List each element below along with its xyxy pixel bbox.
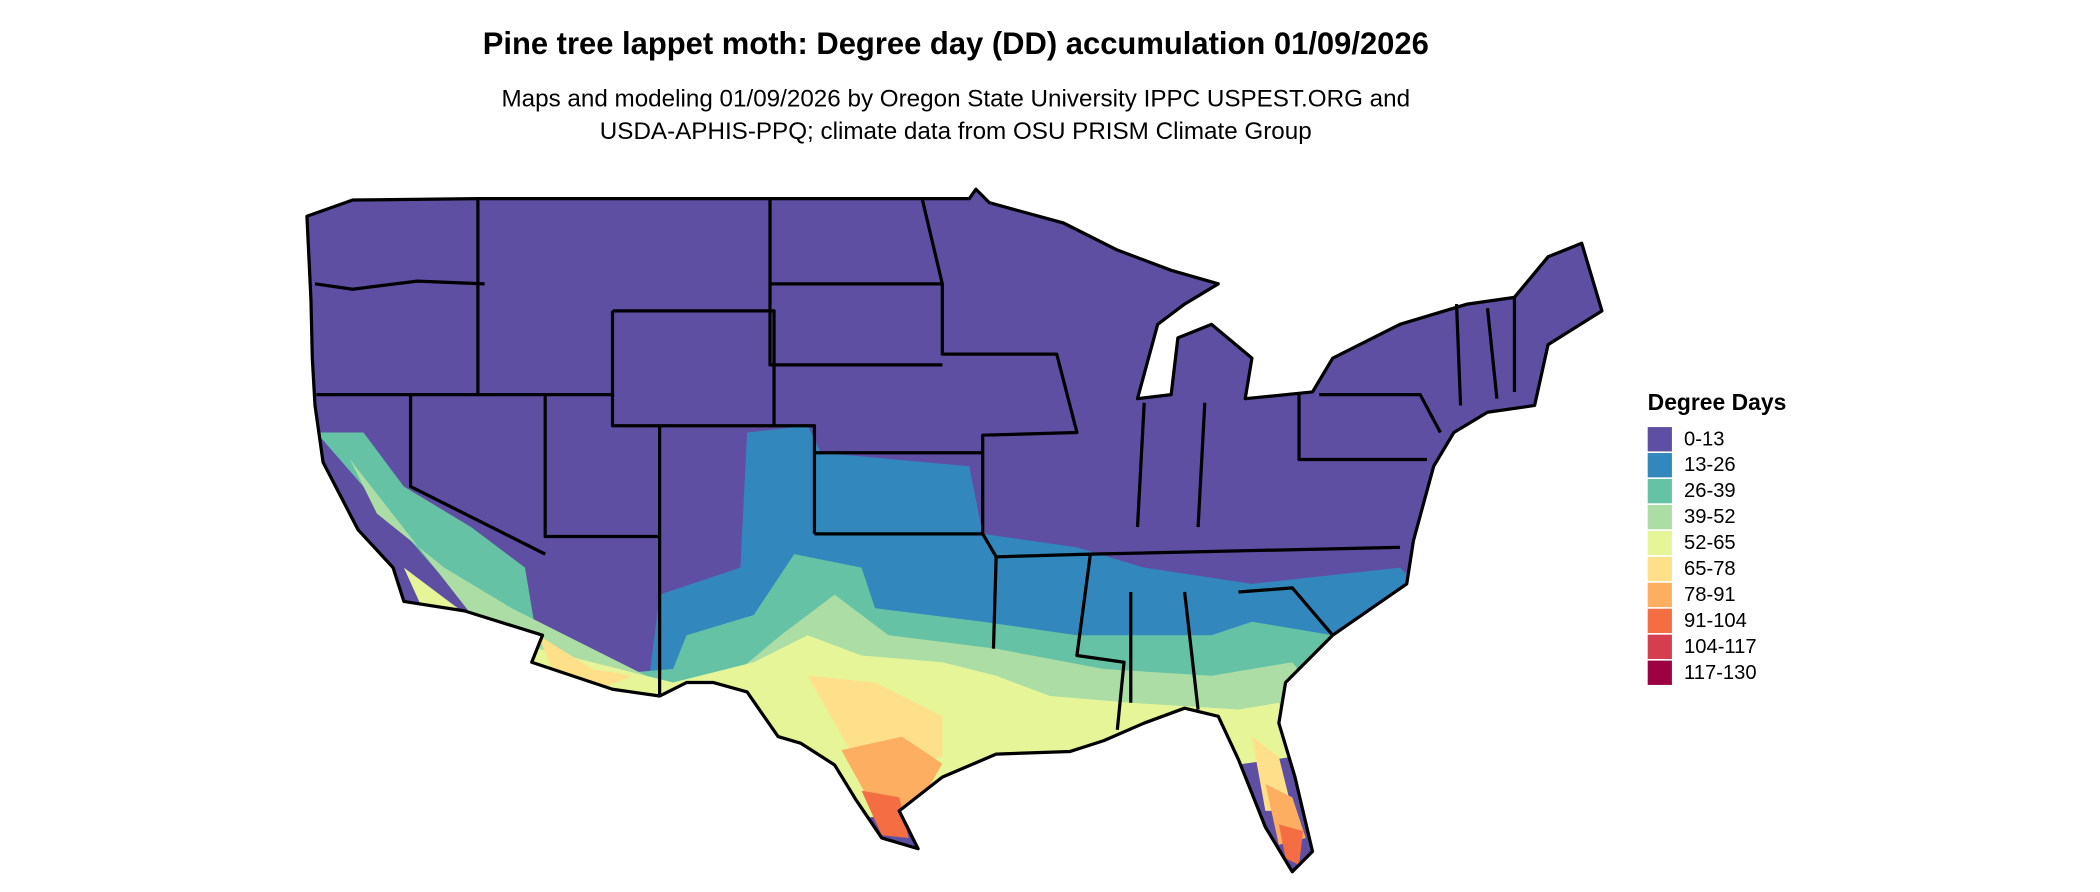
- subtitle: USDA-APHIS-PPQ; climate data from OSU PR…: [600, 118, 1312, 145]
- legend-label: 13-26: [1684, 454, 1736, 476]
- subtitle: Maps and modeling 01/09/2026 by Oregon S…: [501, 85, 1410, 112]
- map-title: Pine tree lappet moth: Degree day (DD) a…: [483, 26, 1429, 61]
- map-region: [841, 736, 1306, 845]
- legend-swatch: [1647, 556, 1672, 582]
- legend-label: 78-91: [1684, 584, 1736, 606]
- legend-title: Degree Days: [1648, 389, 1787, 415]
- legend-swatch: [1647, 608, 1672, 634]
- legend-swatch: [1647, 478, 1672, 504]
- map-region: [861, 790, 1304, 865]
- state-borders: [305, 187, 1604, 874]
- legend-label: 104-117: [1684, 636, 1757, 658]
- legend-swatch: [1647, 634, 1672, 659]
- legend: 0-13 13-26 26-39 39-52 52-65 65-78 78-91 91-104…: [1647, 427, 1757, 685]
- legend-swatch: [1647, 504, 1672, 530]
- map-region: [538, 635, 1293, 811]
- legend-label: 117-130: [1684, 662, 1757, 684]
- legend-label: 26-39: [1684, 480, 1736, 502]
- legend-label: 52-65: [1684, 532, 1736, 554]
- legend-label: 65-78: [1684, 558, 1736, 580]
- legend-label: 91-104: [1684, 610, 1747, 632]
- legend-swatch: [1647, 660, 1672, 685]
- legend-swatch: [1647, 582, 1672, 608]
- legend-label: 39-52: [1684, 506, 1736, 528]
- legend-swatch: [1647, 453, 1672, 478]
- legend-swatch: [1647, 530, 1672, 556]
- legend-swatch: [1647, 427, 1672, 452]
- legend-label: 0-13: [1684, 428, 1724, 450]
